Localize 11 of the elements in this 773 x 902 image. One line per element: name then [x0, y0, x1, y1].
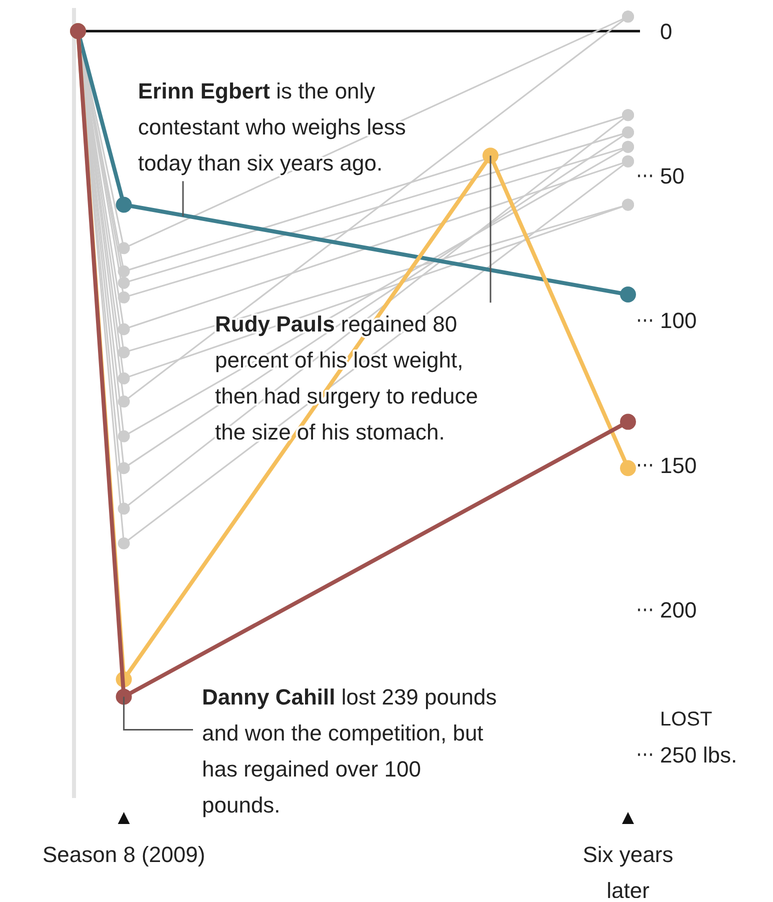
annotation: Danny Cahill lost 239 pounds and won the competition, but has regained over 100 pounds.: [202, 684, 497, 818]
x-tick-label: Season 8 (2009): [42, 842, 206, 867]
y-tick-label: 150: [660, 452, 697, 478]
y-tick-label: 50: [660, 164, 684, 189]
y-axis-title: LOST: [660, 708, 712, 731]
y-tick-label: 250 lbs.: [660, 742, 738, 768]
annotation: Erinn Egbert is the only contestant who weighs less today than six years ago.: [138, 78, 406, 176]
x-tick-label: Six years later: [582, 842, 674, 902]
y-tick-label: 0: [660, 18, 672, 44]
y-tick-label: 100: [660, 308, 697, 334]
y-tick-label: 200: [660, 598, 697, 623]
